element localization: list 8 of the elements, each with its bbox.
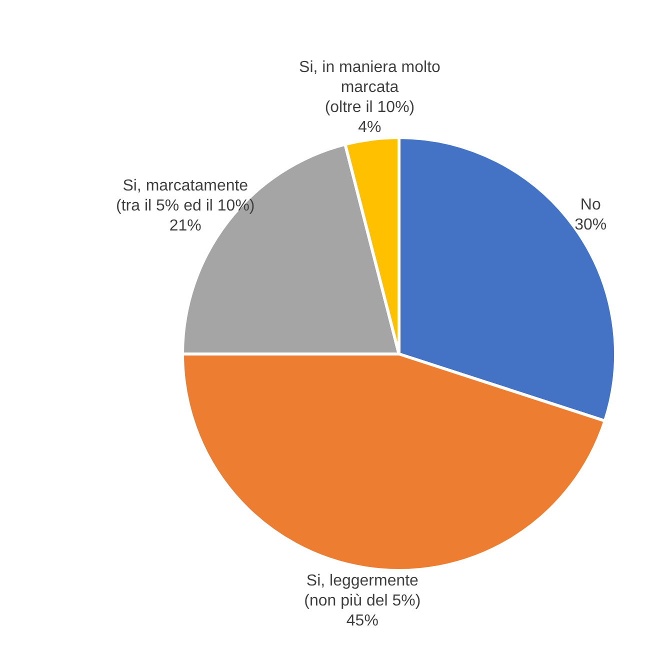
data-label: 4%: [358, 119, 382, 136]
data-label: 30%: [574, 216, 607, 234]
data-label: 45%: [346, 612, 378, 630]
slice-label: Si, marcatamente (tra il 5% ed il 10%): [116, 178, 255, 215]
slice-label: No: [580, 196, 601, 214]
slice-label: Si, in maniera molto marcata (oltre il 10%): [299, 59, 441, 116]
slice-label: Si, leggermente (non più del 5%): [304, 572, 421, 610]
data-label: 21%: [169, 218, 202, 235]
